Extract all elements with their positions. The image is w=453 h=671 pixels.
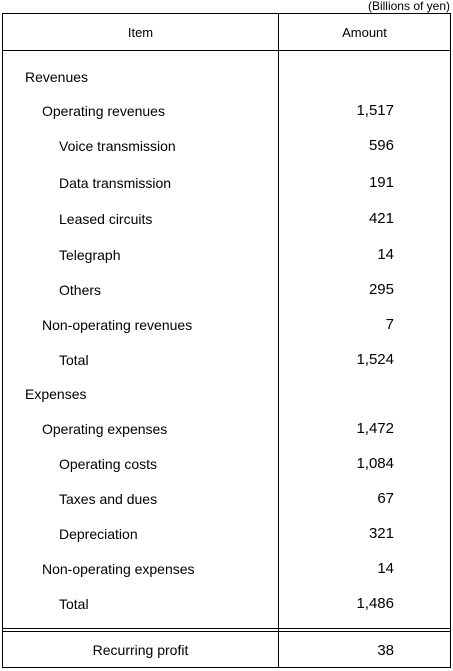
row-amount: 596: [368, 137, 394, 154]
row-label: Expenses: [25, 386, 87, 402]
row-label: Operating revenues: [42, 103, 165, 119]
recurring-profit-amount: 38: [377, 641, 394, 659]
table-row: Expenses: [3, 384, 450, 404]
row-amount: 1,517: [356, 102, 394, 119]
row-amount: 14: [377, 246, 394, 263]
footer-divider-top: [3, 628, 450, 629]
row-label: Total: [59, 596, 89, 612]
table-row: Taxes and dues 67: [3, 489, 450, 509]
header-amount: Amount: [342, 24, 387, 40]
column-divider: [278, 14, 279, 667]
recurring-profit-label: Recurring profit: [92, 642, 189, 658]
row-amount: 1,486: [356, 595, 394, 612]
table-row: Operating revenues 1,517: [3, 101, 450, 121]
table-row: Leased circuits 421: [3, 209, 450, 229]
table-row: Depreciation 321: [3, 524, 450, 544]
table-row: Revenues: [3, 67, 450, 87]
table-row: Voice transmission 596: [3, 136, 450, 156]
row-label: Total: [59, 352, 89, 368]
table-row: Non-operating expenses 14: [3, 559, 450, 579]
table-row: Data transmission 191: [3, 173, 450, 193]
header-divider: [3, 50, 450, 51]
row-label: Others: [59, 282, 102, 298]
financial-table: Item Amount Revenues Operating revenues …: [2, 13, 451, 668]
table-row: Others 295: [3, 280, 450, 300]
header-item: Item: [127, 24, 154, 40]
row-amount: 1,084: [356, 455, 394, 472]
row-label: Operating expenses: [42, 421, 168, 437]
row-amount: 1,524: [356, 351, 394, 368]
unit-note: (Billions of yen): [367, 0, 450, 13]
row-amount: 321: [368, 525, 394, 542]
row-label: Data transmission: [59, 175, 172, 191]
row-amount: 14: [377, 560, 394, 577]
row-amount: 67: [377, 490, 394, 507]
table-row: Operating expenses 1,472: [3, 419, 450, 439]
row-label: Voice transmission: [59, 138, 176, 154]
row-amount: 421: [368, 210, 394, 227]
row-label: Non-operating expenses: [42, 561, 195, 577]
row-label: Operating costs: [59, 456, 158, 472]
footer-divider-bottom: [3, 631, 450, 632]
row-label: Taxes and dues: [59, 491, 158, 507]
row-label: Revenues: [25, 69, 89, 85]
table-row: Total 1,486: [3, 594, 450, 614]
table-row: Telegraph 14: [3, 245, 450, 265]
row-amount: 7: [385, 316, 394, 333]
row-amount: 191: [368, 174, 394, 191]
row-label: Telegraph: [59, 247, 121, 263]
row-label: Leased circuits: [59, 211, 153, 227]
table-row: Operating costs 1,084: [3, 454, 450, 474]
table-row: Total 1,524: [3, 350, 450, 370]
row-amount: 1,472: [356, 420, 394, 437]
row-amount: 295: [368, 281, 394, 298]
row-label: Depreciation: [59, 526, 138, 542]
table-row: Non-operating revenues 7: [3, 315, 450, 335]
row-label: Non-operating revenues: [42, 317, 193, 333]
